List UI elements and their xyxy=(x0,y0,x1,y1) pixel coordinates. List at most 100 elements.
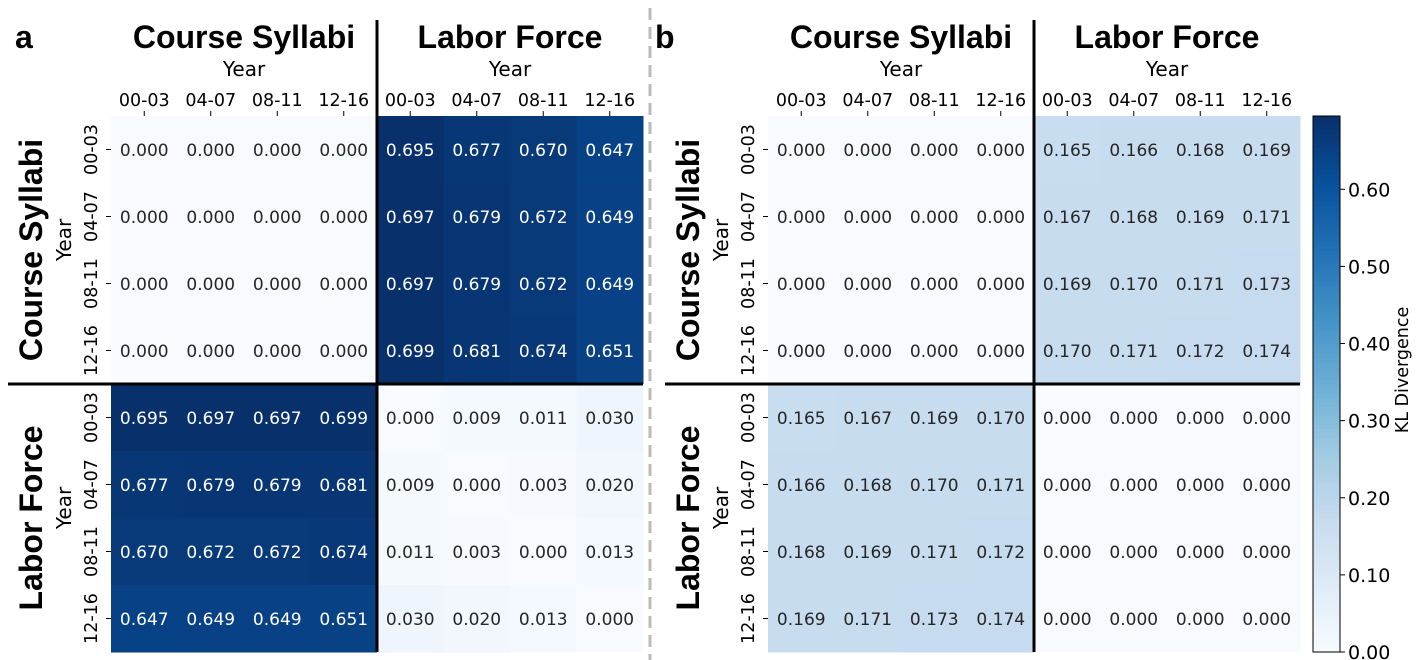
panel-a-cell-r3-c1 xyxy=(177,317,245,385)
panel-a-value-label-r3-c0: 0.000 xyxy=(120,342,169,362)
panel-a-value-label-r3-c6: 0.674 xyxy=(519,342,568,362)
panel-a-value-label-r6-c6: 0.000 xyxy=(519,543,568,563)
panel-b-value-label-r5-c1: 0.168 xyxy=(843,476,892,496)
colorbar-segment-6 xyxy=(1313,620,1340,626)
panel-b-value-label-r4-c6: 0.000 xyxy=(1176,409,1225,429)
panel-a-value-label-r4-c4: 0.000 xyxy=(386,409,435,429)
panel-b-cell-r6-c1 xyxy=(834,518,902,586)
panel-a-value-label-r3-c4: 0.699 xyxy=(386,342,435,362)
panel-b-value-label-r0-c7: 0.169 xyxy=(1242,141,1291,161)
colorbar-segment-114 xyxy=(1313,138,1340,144)
panel-a-value-label-r6-c2: 0.672 xyxy=(253,543,302,563)
panel-a-cell-r1-c3 xyxy=(310,183,378,251)
panel-b-cell-r0-c4 xyxy=(1034,116,1101,184)
colorbar-segment-88 xyxy=(1313,254,1340,260)
panel-a-x-axis-label-1: Year xyxy=(488,57,532,81)
panel-a-x-tick-label-4: 00-03 xyxy=(385,91,436,111)
panel-a-value-label-r5-c0: 0.677 xyxy=(120,476,169,496)
panel-a-value-label-r7-c2: 0.649 xyxy=(253,610,302,630)
panel-b-value-label-r3-c4: 0.170 xyxy=(1043,342,1092,362)
panel-a-value-label-r7-c3: 0.651 xyxy=(319,610,368,630)
panel-a-x-tick-label-3: 12-16 xyxy=(318,91,369,111)
panel-a-cell-r6-c2 xyxy=(244,518,311,586)
panel-b-cell-r6-c4 xyxy=(1034,518,1101,586)
panel-a-y-tick-label-4: 00-03 xyxy=(82,392,102,443)
panel-a-cell-r4-c0 xyxy=(111,384,178,452)
panel-a-value-label-r3-c7: 0.651 xyxy=(585,342,634,362)
panel-a-x-tick-label-5: 04-07 xyxy=(451,91,502,111)
panel-a-y-tick-label-2: 08-11 xyxy=(82,258,102,309)
colorbar-segment-5 xyxy=(1313,625,1340,631)
panel-a-cell-r2-c1 xyxy=(177,250,245,318)
colorbar-segment-54 xyxy=(1313,406,1340,412)
colorbar-segment-40 xyxy=(1313,468,1340,474)
panel-b-cell-r4-c5 xyxy=(1100,384,1168,452)
panel-b-value-label-r4-c1: 0.167 xyxy=(843,409,892,429)
panel-b-value-label-r0-c5: 0.166 xyxy=(1109,141,1158,161)
panel-b-value-label-r7-c0: 0.169 xyxy=(777,610,826,630)
colorbar-segment-17 xyxy=(1313,571,1340,577)
panel-b-cell-r5-c2 xyxy=(901,451,968,519)
colorbar-segment-68 xyxy=(1313,343,1340,349)
panel-a-cell-r0-c2 xyxy=(244,116,311,184)
panel-b-value-label-r1-c7: 0.171 xyxy=(1242,208,1291,228)
panel-b-cell-r4-c6 xyxy=(1167,384,1234,452)
panel-a-value-label-r7-c4: 0.030 xyxy=(386,610,435,630)
panel-b-value-label-r6-c7: 0.000 xyxy=(1242,543,1291,563)
panel-b-cell-r3-c6 xyxy=(1167,317,1234,385)
panel-a-value-label-r2-c0: 0.000 xyxy=(120,275,169,295)
panel-a-cell-r3-c7 xyxy=(576,317,644,385)
colorbar-segment-29 xyxy=(1313,518,1340,524)
panel-a-value-label-r6-c7: 0.013 xyxy=(585,543,634,563)
panel-b-value-label-r6-c5: 0.000 xyxy=(1109,543,1158,563)
panel-a-value-label-r1-c1: 0.000 xyxy=(186,208,235,228)
panel-b-cell-r5-c7 xyxy=(1233,451,1301,519)
panel-a-cell-r1-c7 xyxy=(576,183,644,251)
colorbar-segment-44 xyxy=(1313,451,1340,457)
panel-b-cell-r6-c7 xyxy=(1233,518,1301,586)
panel-b-x-tick-label-1: 04-07 xyxy=(842,91,893,111)
panel-a-cell-r4-c6 xyxy=(510,384,577,452)
colorbar-segment-80 xyxy=(1313,290,1340,296)
panel-b-value-label-r3-c5: 0.171 xyxy=(1109,342,1158,362)
colorbar-segment-1 xyxy=(1313,643,1340,649)
panel-b-x-group-title-0: Course Syllabi xyxy=(790,19,1012,55)
panel-b-value-label-r1-c6: 0.169 xyxy=(1176,208,1225,228)
panel-a-cell-r7-c2 xyxy=(244,585,311,653)
panel-b-y-tick-label-3: 12-16 xyxy=(739,325,759,376)
colorbar-segment-67 xyxy=(1313,348,1340,354)
colorbar-segment-62 xyxy=(1313,370,1340,376)
panel-b-cell-r1-c1 xyxy=(834,183,902,251)
panel-a-value-label-r4-c5: 0.009 xyxy=(452,409,501,429)
panel-a-cell-r3-c0 xyxy=(111,317,178,385)
panel-a-cell-r5-c7 xyxy=(576,451,644,519)
colorbar-segment-49 xyxy=(1313,428,1340,434)
panel-a-cell-r3-c6 xyxy=(510,317,577,385)
panel-b-cell-r5-c5 xyxy=(1100,451,1168,519)
panel-b-x-axis-label-0: Year xyxy=(879,57,923,81)
panel-a-value-label-r1-c2: 0.000 xyxy=(253,208,302,228)
panel-b-value-label-r4-c7: 0.000 xyxy=(1242,409,1291,429)
colorbar-segment-38 xyxy=(1313,477,1340,483)
colorbar-segment-56 xyxy=(1313,397,1340,403)
panel-a-x-tick-label-1: 04-07 xyxy=(185,91,236,111)
panel-b-value-label-r7-c7: 0.000 xyxy=(1242,610,1291,630)
panel-b-cell-r3-c0 xyxy=(768,317,835,385)
panel-a-value-label-r2-c6: 0.672 xyxy=(519,275,568,295)
colorbar-frame xyxy=(1312,115,1341,653)
colorbar-segment-102 xyxy=(1313,191,1340,197)
panel-b-value-label-r7-c6: 0.000 xyxy=(1176,610,1225,630)
panel-b-cell-r1-c2 xyxy=(901,183,968,251)
panel-b-y-group-title-0: Course Syllabi xyxy=(670,139,706,361)
panel-b-cell-r0-c5 xyxy=(1100,116,1168,184)
panel-b-value-label-r7-c2: 0.173 xyxy=(910,610,959,630)
panel-a-value-label-r7-c7: 0.000 xyxy=(585,610,634,630)
panel-b-cell-r7-c0 xyxy=(768,585,835,653)
panel-b-y-axis-label-1: Year xyxy=(709,486,733,530)
panel-b-cell-r7-c7 xyxy=(1233,585,1301,653)
colorbar-segment-37 xyxy=(1313,482,1340,488)
panel-a-value-label-r0-c5: 0.677 xyxy=(452,141,501,161)
panel-a-cell-r4-c5 xyxy=(443,384,511,452)
panel-a-x-group-title-1: Labor Force xyxy=(418,19,603,55)
colorbar-segment-65 xyxy=(1313,357,1340,363)
